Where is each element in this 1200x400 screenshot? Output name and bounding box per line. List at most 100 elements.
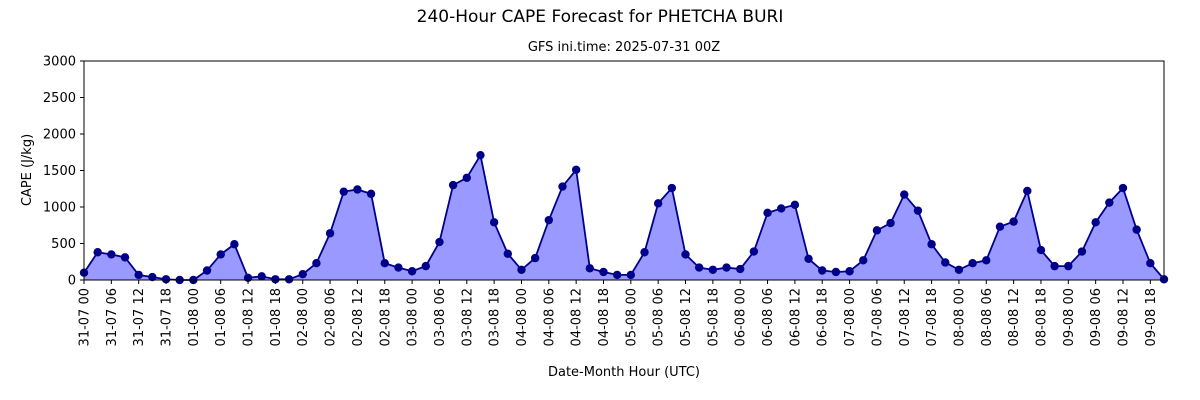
cape-point [1118,183,1128,193]
y-tick-label: 1500 [43,164,76,179]
x-tick-label: 05-08 12 [679,288,694,346]
cape-point [544,215,554,225]
cape-point [1105,198,1114,207]
cape-point [845,267,854,276]
x-tick-label: 09-08 00 [1062,288,1077,346]
cape-point [366,189,376,199]
x-tick-label: 02-08 12 [351,288,366,346]
cape-point [694,263,704,272]
x-tick-label: 02-08 18 [378,288,393,346]
cape-point [325,229,335,238]
cape-point [749,247,759,256]
cape-point [216,250,225,259]
cape-point [913,206,923,215]
cape-point [1132,225,1141,234]
x-tick-label: 04-08 00 [515,288,530,346]
x-axis-label: Date-Month Hour (UTC) [548,365,700,380]
cape-point [927,240,936,249]
chart-subtitle: GFS ini.time: 2025-07-31 00Z [528,40,720,55]
cape-point [626,270,636,280]
x-tick-label: 03-08 00 [406,288,421,346]
x-tick-label: 09-08 06 [1089,288,1104,346]
cape-point [530,253,540,263]
x-tick-label: 06-08 00 [734,288,749,346]
cape-point [640,248,649,257]
cape-point [421,261,430,271]
cape-point [312,259,321,268]
cape-point [462,173,471,182]
cape-area-fill [84,155,1164,280]
cape-point [653,199,663,208]
cape-point [763,208,772,218]
cape-point [612,270,622,280]
x-tick-label: 04-08 18 [597,288,612,346]
cape-point [503,249,512,258]
cape-point [161,275,171,284]
cape-point [1023,186,1032,196]
x-tick-label: 02-08 00 [296,288,311,346]
x-tick-label: 31-07 06 [105,288,120,346]
cape-point [859,256,868,265]
cape-point [476,150,485,160]
cape-point [900,190,909,199]
cape-point [818,266,827,275]
x-tick-label: 07-08 06 [870,288,885,346]
y-tick-label: 500 [51,237,76,252]
cape-point [954,265,964,274]
x-tick-label: 04-08 12 [570,288,585,346]
cape-point [681,250,690,259]
cape-point [202,266,212,275]
x-tick-label: 03-08 12 [460,288,475,346]
cape-point [380,259,389,268]
cape-point [353,185,362,194]
cape-point [804,254,813,264]
x-tick-label: 31-07 00 [78,288,93,346]
cape-point [230,240,239,249]
cape-point [585,264,595,273]
y-tick-label: 1000 [43,201,76,216]
x-tick-label: 08-08 18 [1034,288,1049,346]
cape-point [257,272,266,281]
x-tick-label: 07-08 00 [843,288,858,346]
y-tick-label: 0 [68,274,76,289]
x-tick-label: 03-08 06 [433,288,448,346]
cape-point [435,237,444,247]
cape-point [1091,218,1100,227]
x-tick-label: 06-08 06 [761,288,776,346]
x-tick-label: 03-08 18 [488,288,503,346]
cape-point [1009,217,1018,226]
x-tick-label: 09-08 12 [1116,288,1131,346]
y-tick-label: 2000 [43,128,76,143]
x-tick-label: 08-08 06 [980,288,995,346]
cape-point [148,272,157,282]
cape-point [1064,261,1073,271]
cape-point [407,267,417,276]
cape-point [941,258,950,267]
cape-point [93,248,102,257]
x-tick-label: 08-08 12 [1007,288,1022,346]
cape-point [886,218,895,228]
cape-point [667,183,677,193]
x-tick-label: 04-08 06 [542,288,557,346]
cape-point [872,226,882,235]
cape-point [271,275,280,284]
cape-point [982,256,991,265]
x-tick-label: 01-08 06 [214,288,229,346]
cape-point [995,222,1005,231]
x-tick-label: 31-07 12 [132,288,147,346]
cape-point [831,267,841,277]
y-tick-label: 2500 [43,91,76,106]
cape-point [1036,245,1046,255]
x-tick-label: 31-07 18 [160,288,175,346]
y-axis-label: CAPE (J/kg) [20,134,35,206]
cape-point [968,259,977,268]
x-tick-label: 09-08 18 [1144,288,1159,346]
y-tick-label: 3000 [43,55,76,70]
cape-point [736,264,745,274]
plot-area: 0 500 1000 1500 2000 2500 3000 31-07 00 31-07 06… [43,55,1169,346]
cape-point [790,200,800,210]
x-tick-label: 08-08 00 [952,288,967,346]
cape-point [339,187,348,196]
x-tick-label: 02-08 06 [324,288,339,346]
cape-point [284,275,294,284]
